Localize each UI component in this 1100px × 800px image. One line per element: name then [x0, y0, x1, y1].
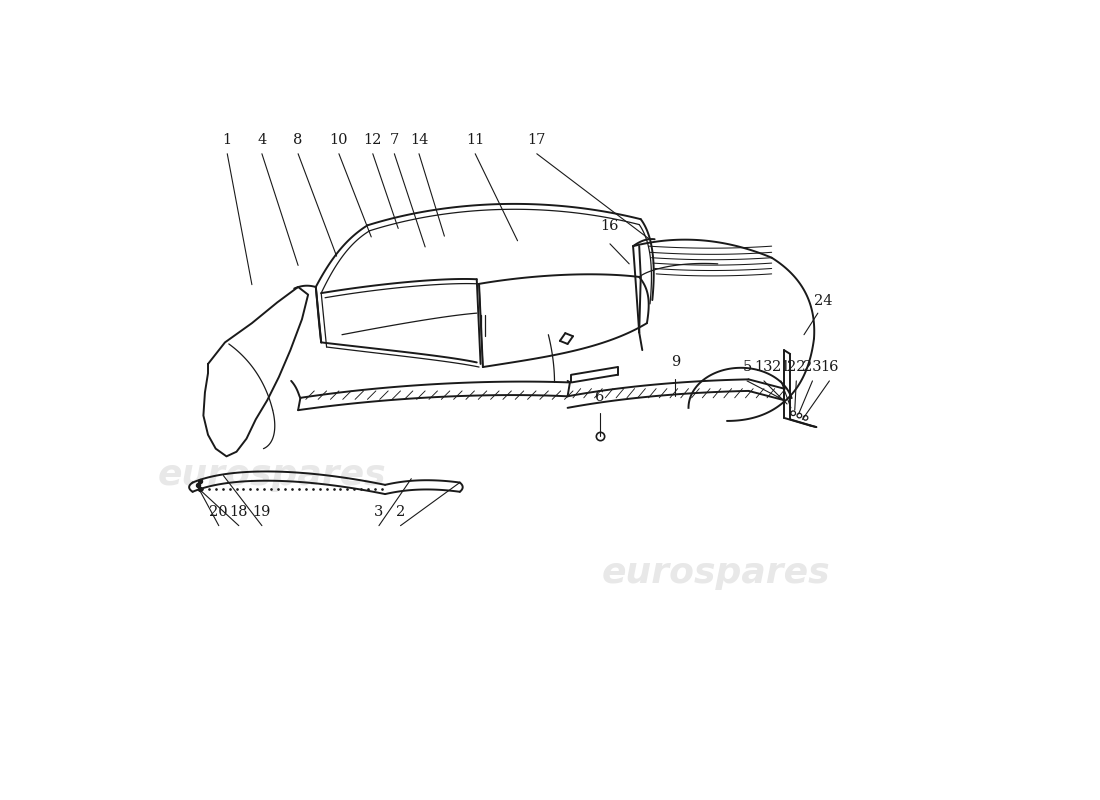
Text: eurospares: eurospares	[602, 557, 830, 590]
Text: 4: 4	[257, 133, 266, 147]
Text: 13: 13	[755, 360, 773, 374]
Text: 18: 18	[230, 505, 249, 518]
Text: 6: 6	[595, 390, 605, 404]
Text: 2: 2	[396, 505, 405, 518]
Text: 14: 14	[410, 133, 428, 147]
Text: 22: 22	[786, 360, 805, 374]
Text: 20: 20	[209, 505, 228, 518]
Text: 1: 1	[222, 133, 232, 147]
Text: 24: 24	[814, 294, 833, 308]
Text: 17: 17	[528, 133, 546, 147]
Text: 16: 16	[601, 219, 619, 233]
Text: 7: 7	[389, 133, 399, 147]
Text: 12: 12	[364, 133, 382, 147]
Text: 8: 8	[294, 133, 302, 147]
Text: 11: 11	[466, 133, 484, 147]
Text: 3: 3	[374, 505, 384, 518]
Text: 19: 19	[253, 505, 271, 518]
Text: 5: 5	[742, 360, 751, 374]
Text: 9: 9	[671, 355, 680, 370]
Text: 16: 16	[821, 360, 838, 374]
Text: 21: 21	[772, 360, 790, 374]
Text: eurospares: eurospares	[157, 458, 386, 492]
Text: 10: 10	[330, 133, 349, 147]
Text: 23: 23	[803, 360, 822, 374]
